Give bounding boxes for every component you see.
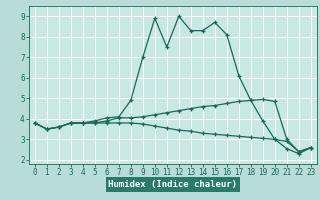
X-axis label: Humidex (Indice chaleur): Humidex (Indice chaleur)	[108, 180, 237, 189]
